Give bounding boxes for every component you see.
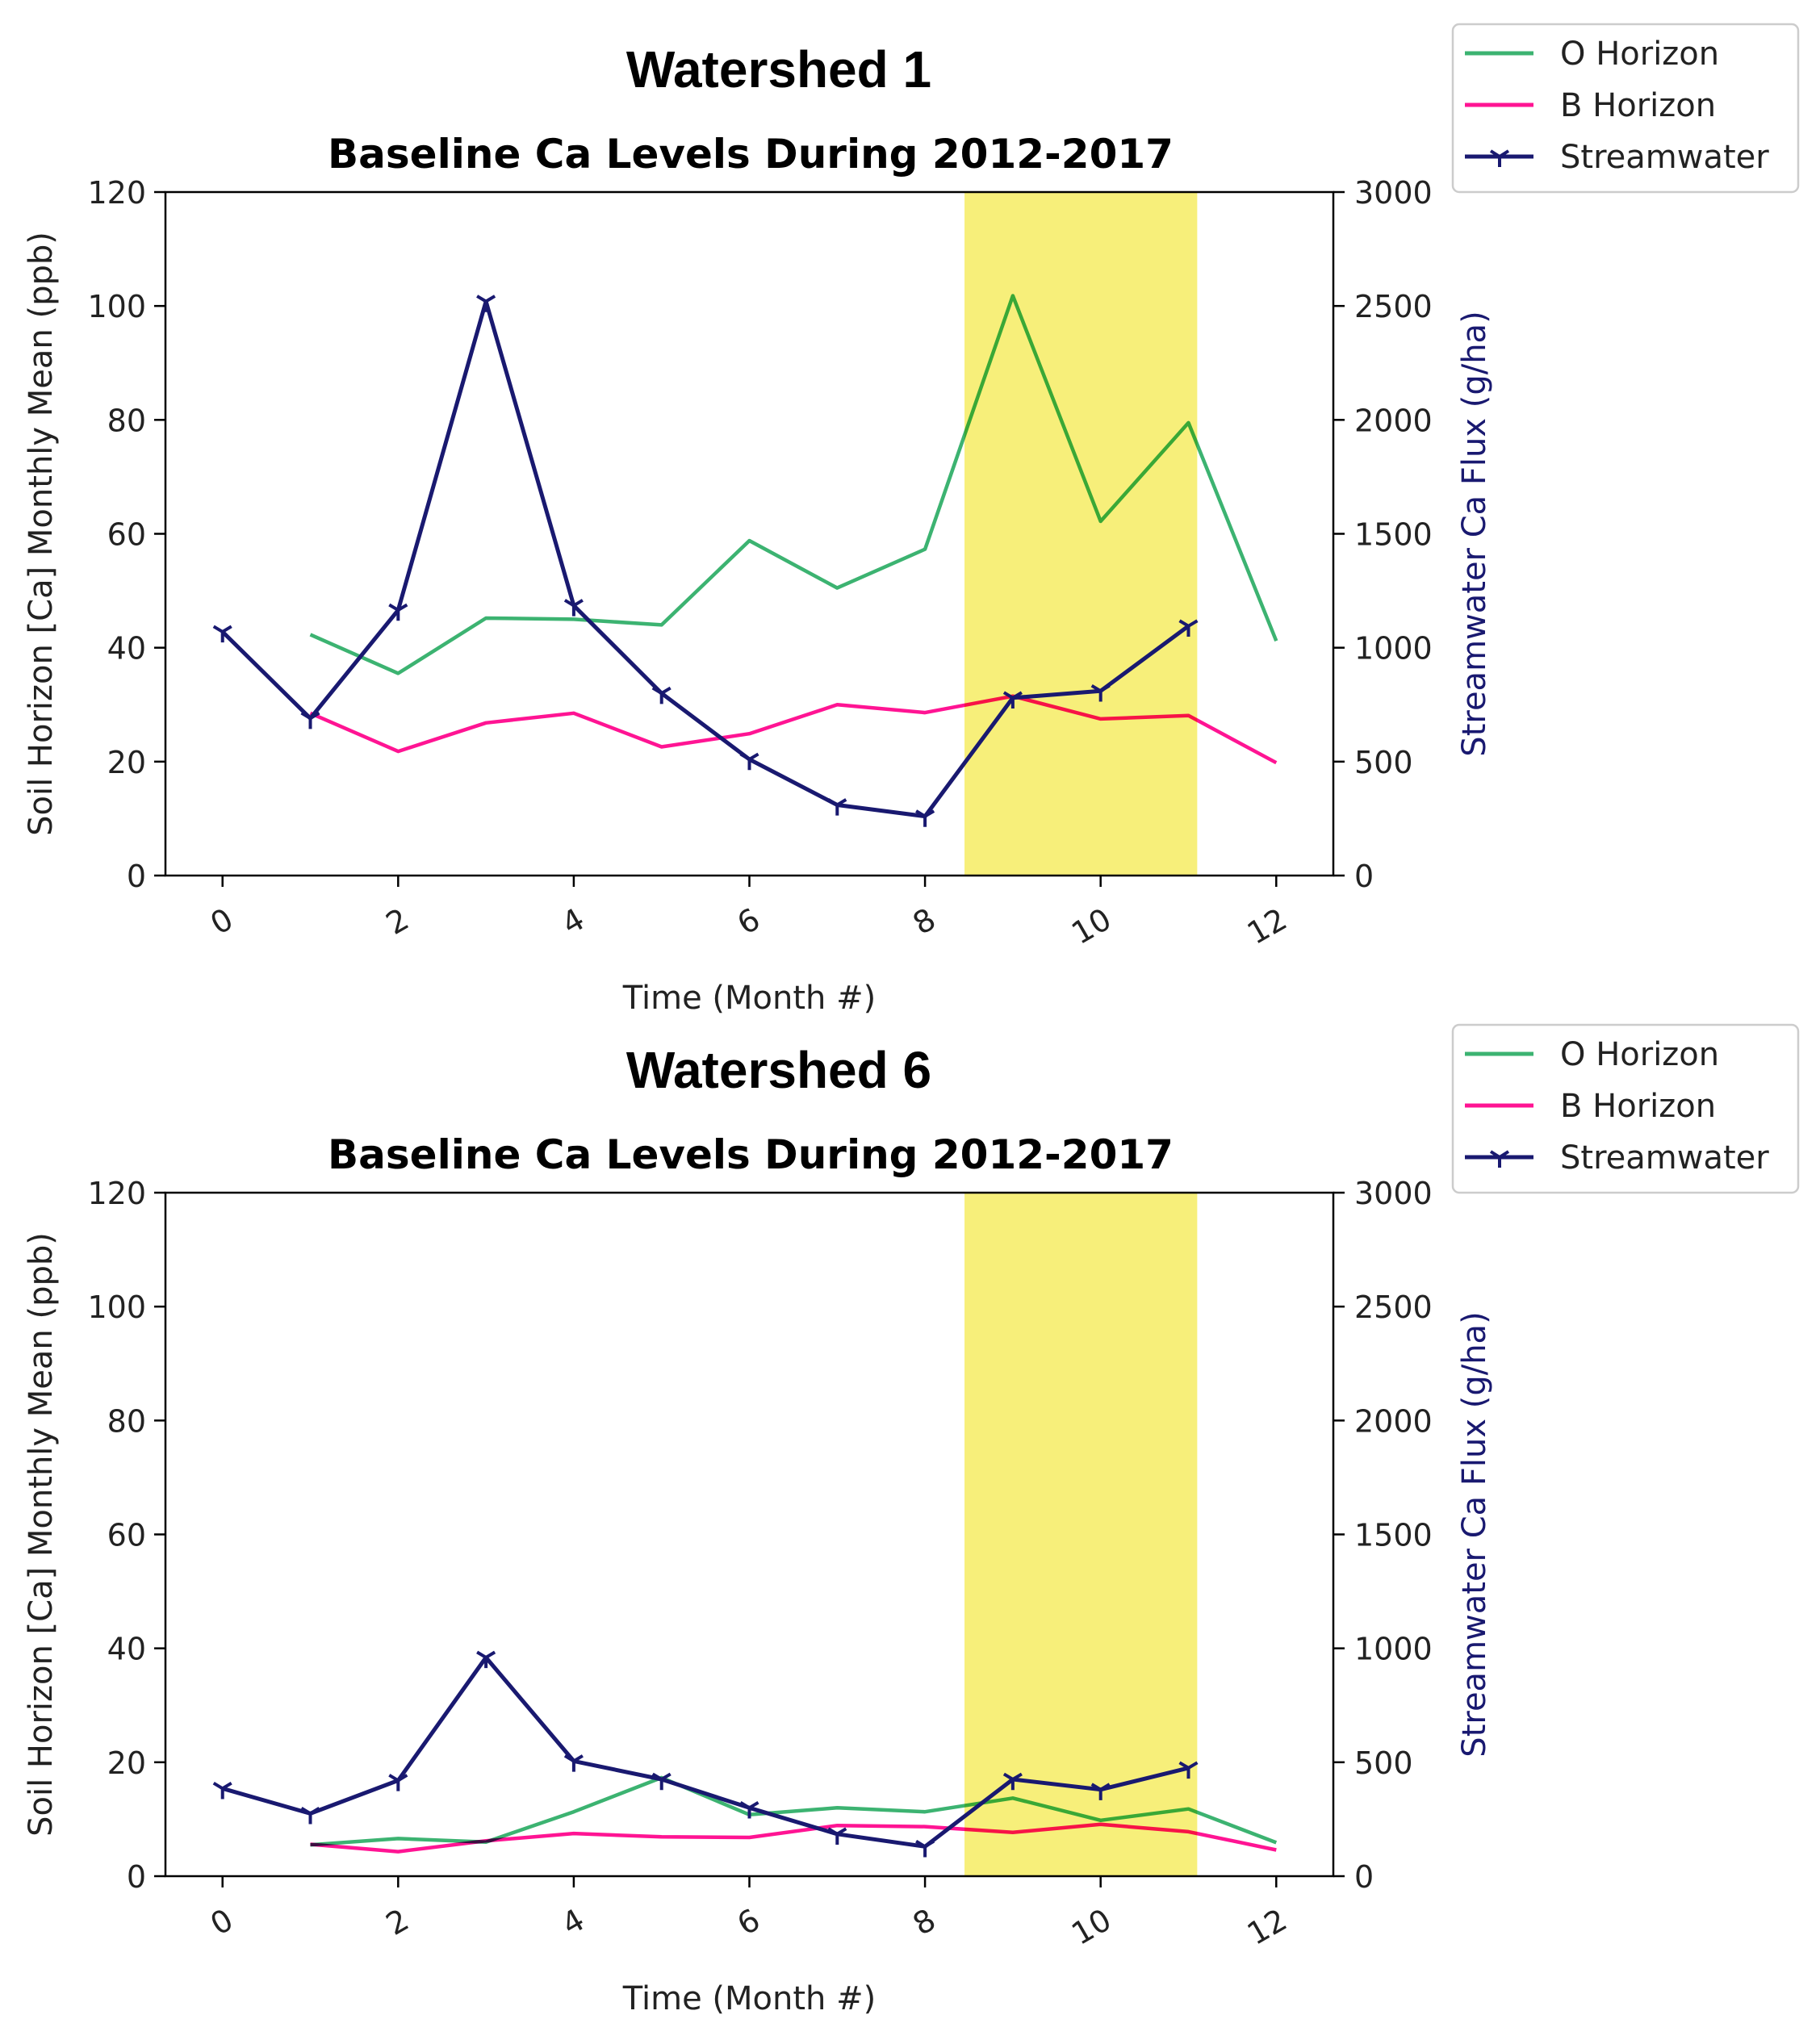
x-tick-label: 4 bbox=[555, 1902, 590, 1942]
x-tick-label: 8 bbox=[907, 1902, 942, 1942]
y-right-tick-label: 2500 bbox=[1354, 289, 1433, 324]
x-tick-label: 2 bbox=[380, 901, 415, 942]
data-point bbox=[476, 1650, 496, 1669]
data-point bbox=[563, 1754, 584, 1772]
data-point bbox=[739, 1800, 759, 1819]
chart-title: Baseline Ca Levels During 2012-2017 bbox=[328, 1131, 1174, 1178]
data-point bbox=[1002, 1772, 1023, 1791]
data-point bbox=[476, 295, 496, 312]
x-tick-label: 0 bbox=[204, 1902, 239, 1942]
data-point bbox=[739, 752, 759, 771]
legend-entry: Streamwater bbox=[1560, 1139, 1769, 1177]
data-point bbox=[563, 599, 584, 617]
chart-watershed-6: Watershed 6 Baseline Ca Levels During 201… bbox=[23, 1023, 1800, 2017]
legend-box bbox=[1451, 1023, 1800, 1194]
y-tick-label: 20 bbox=[107, 1745, 146, 1781]
series-line-o-horizon bbox=[309, 294, 1278, 675]
legend-entry: B Horizon bbox=[1560, 87, 1716, 124]
data-point bbox=[388, 603, 408, 621]
y-right-tick-label: 3000 bbox=[1354, 1176, 1433, 1211]
x-tick-label: 0 bbox=[204, 901, 239, 942]
legend-marker bbox=[1489, 1150, 1510, 1168]
x-tick-label: 6 bbox=[731, 901, 766, 942]
series-line-b-horizon bbox=[309, 694, 1278, 765]
data-point bbox=[1090, 1783, 1111, 1800]
y-tick-label: 40 bbox=[107, 631, 146, 667]
y-right-tick-label: 500 bbox=[1354, 745, 1413, 780]
y-tick-label: 60 bbox=[107, 517, 146, 553]
data-point bbox=[1178, 619, 1199, 637]
data-point bbox=[388, 1774, 408, 1791]
x-tick-label: 12 bbox=[1241, 901, 1293, 951]
y-axis-label: Soil Horizon [Ca] Monthly Mean (ppb) bbox=[23, 232, 60, 836]
data-point bbox=[827, 1827, 847, 1845]
data-point bbox=[651, 686, 672, 704]
legend-entry: B Horizon bbox=[1560, 1088, 1716, 1125]
y-tick-label: 100 bbox=[87, 289, 146, 324]
y-tick-label: 20 bbox=[107, 745, 146, 780]
data-point bbox=[915, 809, 935, 827]
x-tick-label: 10 bbox=[1065, 901, 1117, 951]
y-right-tick-label: 1500 bbox=[1354, 1518, 1433, 1553]
x-tick-label: 6 bbox=[731, 1902, 766, 1942]
legend-marker bbox=[1489, 149, 1510, 167]
y-right-tick-label: 2000 bbox=[1354, 403, 1433, 438]
y-tick-label: 120 bbox=[87, 1176, 146, 1211]
data-point bbox=[212, 625, 232, 643]
series-line-streamwater bbox=[222, 1655, 1190, 1849]
chart-watershed-1: Watershed 1 Baseline Ca Levels During 201… bbox=[23, 23, 1800, 1017]
legend: O Horizon B Horizon Streamwater bbox=[1451, 1023, 1800, 1194]
data-point bbox=[300, 1807, 320, 1825]
y-right-axis-label: Streamwater Ca Flux (g/ha) bbox=[1456, 311, 1493, 756]
legend-entry: Streamwater bbox=[1560, 139, 1769, 176]
data-point bbox=[1090, 683, 1111, 702]
legend-entry: O Horizon bbox=[1560, 1036, 1719, 1073]
x-tick-label: 2 bbox=[380, 1902, 415, 1942]
series-line-streamwater bbox=[220, 299, 1190, 819]
legend: O Horizon B Horizon Streamwater bbox=[1451, 23, 1800, 194]
y-right-tick-label: 2500 bbox=[1354, 1290, 1433, 1325]
x-axis-label: Time (Month #) bbox=[622, 1980, 876, 2017]
y-tick-label: 0 bbox=[127, 1859, 146, 1895]
y-tick-label: 80 bbox=[107, 403, 146, 438]
y-right-tick-label: 1000 bbox=[1354, 631, 1433, 667]
y-axis-label: Soil Horizon [Ca] Monthly Mean (ppb) bbox=[23, 1232, 60, 1837]
y-right-tick-label: 2000 bbox=[1354, 1403, 1433, 1439]
y-right-tick-label: 1500 bbox=[1354, 517, 1433, 553]
highlight-region bbox=[964, 1193, 1198, 1876]
y-tick-label: 120 bbox=[87, 175, 146, 211]
series-line-b-horizon bbox=[310, 1822, 1277, 1854]
data-point bbox=[915, 1839, 935, 1858]
data-point bbox=[1002, 691, 1023, 709]
y-tick-label: 40 bbox=[107, 1632, 146, 1667]
highlight-region bbox=[964, 192, 1198, 876]
y-right-tick-label: 0 bbox=[1354, 1859, 1374, 1895]
y-tick-label: 60 bbox=[107, 1518, 146, 1553]
x-tick-label: 10 bbox=[1065, 1902, 1117, 1952]
data-point bbox=[300, 711, 320, 729]
y-right-axis-label: Streamwater Ca Flux (g/ha) bbox=[1456, 1311, 1493, 1757]
x-tick-label: 4 bbox=[555, 901, 590, 942]
data-point bbox=[651, 1772, 672, 1791]
y-tick-label: 80 bbox=[107, 1403, 146, 1439]
x-tick-label: 12 bbox=[1241, 1902, 1293, 1952]
legend-box bbox=[1451, 23, 1800, 194]
y-right-tick-label: 500 bbox=[1354, 1745, 1413, 1781]
y-right-tick-label: 0 bbox=[1354, 859, 1374, 894]
x-axis-label: Time (Month #) bbox=[622, 980, 876, 1017]
chart-title: Baseline Ca Levels During 2012-2017 bbox=[328, 131, 1174, 178]
data-point bbox=[1178, 1761, 1199, 1779]
data-point bbox=[827, 798, 847, 816]
y-tick-label: 0 bbox=[127, 859, 146, 894]
data-point bbox=[212, 1781, 232, 1800]
y-right-tick-label: 3000 bbox=[1354, 175, 1433, 211]
y-tick-label: 100 bbox=[87, 1290, 146, 1325]
x-tick-label: 8 bbox=[907, 901, 942, 942]
figure-title: Watershed 6 bbox=[626, 1041, 931, 1099]
y-right-tick-label: 1000 bbox=[1354, 1632, 1433, 1667]
figure-title: Watershed 1 bbox=[626, 40, 931, 98]
legend-entry: O Horizon bbox=[1560, 36, 1719, 73]
